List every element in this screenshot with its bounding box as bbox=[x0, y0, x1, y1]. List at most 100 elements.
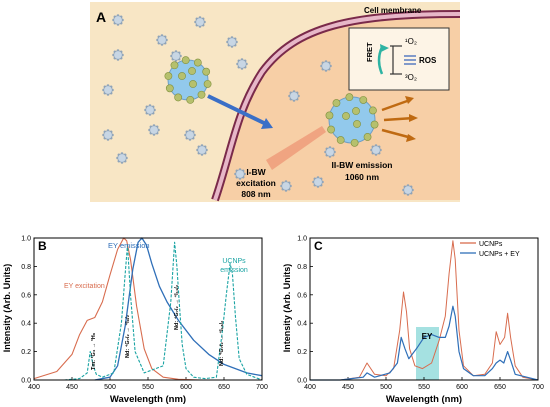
x-tick-label: 500 bbox=[104, 384, 116, 391]
x-tick-label: 550 bbox=[418, 384, 430, 391]
fret-arrow-head bbox=[380, 44, 389, 52]
triplet-oxygen-label: ³O₂ bbox=[405, 73, 417, 82]
panel-b-ticks: 400 450 500 550 600 650 700 0.0 0.2 0.4 0.6 0.8 1.0 bbox=[21, 236, 268, 392]
x-tick-label: 700 bbox=[256, 384, 268, 391]
series-line-ucnps bbox=[310, 240, 539, 381]
legend-ey-excitation: EY excitation bbox=[64, 283, 105, 290]
y-tick-label: 0.6 bbox=[297, 292, 307, 299]
y-tick-label: 0.6 bbox=[21, 292, 31, 299]
surface-dye-dot bbox=[345, 93, 354, 102]
surface-dye-dot bbox=[332, 99, 341, 107]
x-tick-label: 650 bbox=[494, 384, 506, 391]
small-nanoparticle bbox=[102, 129, 114, 141]
y-tick-label: 0.0 bbox=[21, 378, 31, 385]
emission-label-1: II-BW emission bbox=[332, 160, 393, 170]
legend-ucnps-ey: UCNPs + EY bbox=[479, 251, 520, 258]
panel-a: A Cell membrane FRET ¹O₂ ³O₂ ROS bbox=[90, 2, 461, 202]
x-tick-label: 400 bbox=[304, 384, 316, 391]
y-tick-label: 0.4 bbox=[297, 321, 307, 328]
y-tick-label: 0.4 bbox=[21, 321, 31, 328]
uptake-arrow bbox=[207, 94, 267, 126]
panel-b: B Intensity (Arb. Units) Wavelength (nm)… bbox=[2, 236, 268, 406]
y-tick-label: 0.8 bbox=[21, 264, 31, 271]
panel-b-xlabel: Wavelength (nm) bbox=[110, 394, 186, 405]
ey-box-label: EY bbox=[422, 332, 433, 341]
surface-dye-dot bbox=[369, 106, 377, 115]
fret-label: FRET bbox=[365, 42, 374, 62]
surface-dye-dot bbox=[370, 120, 379, 129]
small-nanoparticle bbox=[156, 34, 168, 46]
y-tick-label: 0.2 bbox=[21, 349, 31, 356]
surface-dye-dot bbox=[170, 61, 179, 70]
small-nanoparticle bbox=[112, 14, 124, 26]
small-nanoparticle bbox=[148, 124, 160, 136]
panel-c-label: C bbox=[314, 239, 323, 253]
transition-annotation-4: Nd: ⁴G₇/₂ → ⁴I₁₃/₂ bbox=[219, 320, 225, 366]
small-nanoparticle bbox=[288, 90, 300, 102]
panel-c-series bbox=[310, 240, 539, 381]
legend-ucnps-2: emission bbox=[220, 267, 248, 274]
surface-dye-dot bbox=[359, 96, 368, 104]
small-nanoparticle bbox=[194, 16, 206, 28]
x-tick-label: 600 bbox=[180, 384, 192, 391]
legend-ucnps: UCNPs bbox=[479, 241, 503, 248]
ros-label: ROS bbox=[419, 56, 437, 65]
small-nanoparticle bbox=[170, 50, 182, 62]
small-nanoparticle bbox=[234, 168, 246, 180]
excitation-label-3: 808 nm bbox=[241, 189, 271, 199]
surface-dye-dot bbox=[186, 95, 195, 104]
panel-b-series bbox=[33, 237, 263, 381]
small-nanoparticle bbox=[312, 176, 324, 188]
panel-c-ticks: 400 450 500 550 600 650 700 0.0 0.2 0.4 0.6 0.8 1.0 bbox=[297, 236, 544, 392]
small-nanoparticle bbox=[402, 184, 414, 196]
surface-dye-dot bbox=[164, 72, 173, 80]
transition-annotation-2: Nd: ⁴G₇/₂ → ⁴I₉/₂ bbox=[125, 314, 131, 358]
surface-dye-dot bbox=[193, 58, 202, 67]
surface-dye-dot bbox=[327, 125, 335, 134]
surface-dye-dot bbox=[363, 133, 372, 141]
x-tick-label: 450 bbox=[342, 384, 354, 391]
nanoparticle-large-intracellular bbox=[325, 93, 379, 147]
x-tick-label: 450 bbox=[66, 384, 78, 391]
x-tick-label: 700 bbox=[532, 384, 544, 391]
panel-c-xlabel: Wavelength (nm) bbox=[386, 394, 462, 405]
small-nanoparticle bbox=[324, 146, 336, 158]
surface-dye-dot bbox=[336, 136, 345, 144]
panel-c-frame bbox=[309, 237, 539, 381]
panel-c-ylabel: Intensity (Arb. Units) bbox=[282, 264, 292, 353]
y-tick-label: 0.8 bbox=[297, 264, 307, 271]
panel-a-label: A bbox=[96, 9, 106, 25]
cell-membrane-label: Cell membrane bbox=[364, 6, 422, 15]
surface-dye-dot bbox=[203, 80, 212, 88]
surface-dye-dot bbox=[181, 56, 190, 65]
transition-annotation-3: Nd: ⁴G₇/₂ → ⁴I₁₁/₂ bbox=[174, 284, 180, 330]
excitation-label-2: excitation bbox=[236, 178, 276, 188]
surface-dye-dot bbox=[325, 111, 334, 120]
excitation-label-1: I-BW bbox=[246, 167, 266, 177]
nanoparticle-large-extracellular bbox=[164, 56, 212, 104]
small-nanoparticle bbox=[144, 104, 156, 116]
singlet-oxygen-label: ¹O₂ bbox=[405, 37, 417, 46]
series-line-ucnps-ey bbox=[310, 305, 539, 381]
emission-arrows bbox=[381, 96, 418, 142]
fret-box bbox=[348, 27, 450, 91]
surface-dye-dot bbox=[197, 90, 206, 99]
x-tick-label: 650 bbox=[218, 384, 230, 391]
y-tick-label: 1.0 bbox=[297, 236, 307, 243]
small-nanoparticle bbox=[226, 36, 238, 48]
excitation-beam bbox=[266, 126, 326, 170]
emission-label-2: 1060 nm bbox=[345, 172, 379, 182]
uptake-arrow-head bbox=[261, 118, 273, 129]
small-nanoparticle bbox=[112, 49, 124, 61]
y-tick-label: 0.0 bbox=[297, 378, 307, 385]
legend-ucnps-1: UCNPs bbox=[222, 258, 246, 265]
x-tick-label: 600 bbox=[456, 384, 468, 391]
small-nanoparticle bbox=[370, 144, 382, 156]
small-nanoparticle bbox=[116, 152, 128, 164]
transition-annotation-1: Tm: ¹G₄ → ³H₆ bbox=[90, 332, 97, 370]
small-nanoparticle bbox=[196, 144, 208, 156]
cell-membrane-inner bbox=[213, 12, 461, 201]
surface-dye-dot bbox=[202, 67, 211, 76]
panel-b-label: B bbox=[38, 239, 47, 253]
